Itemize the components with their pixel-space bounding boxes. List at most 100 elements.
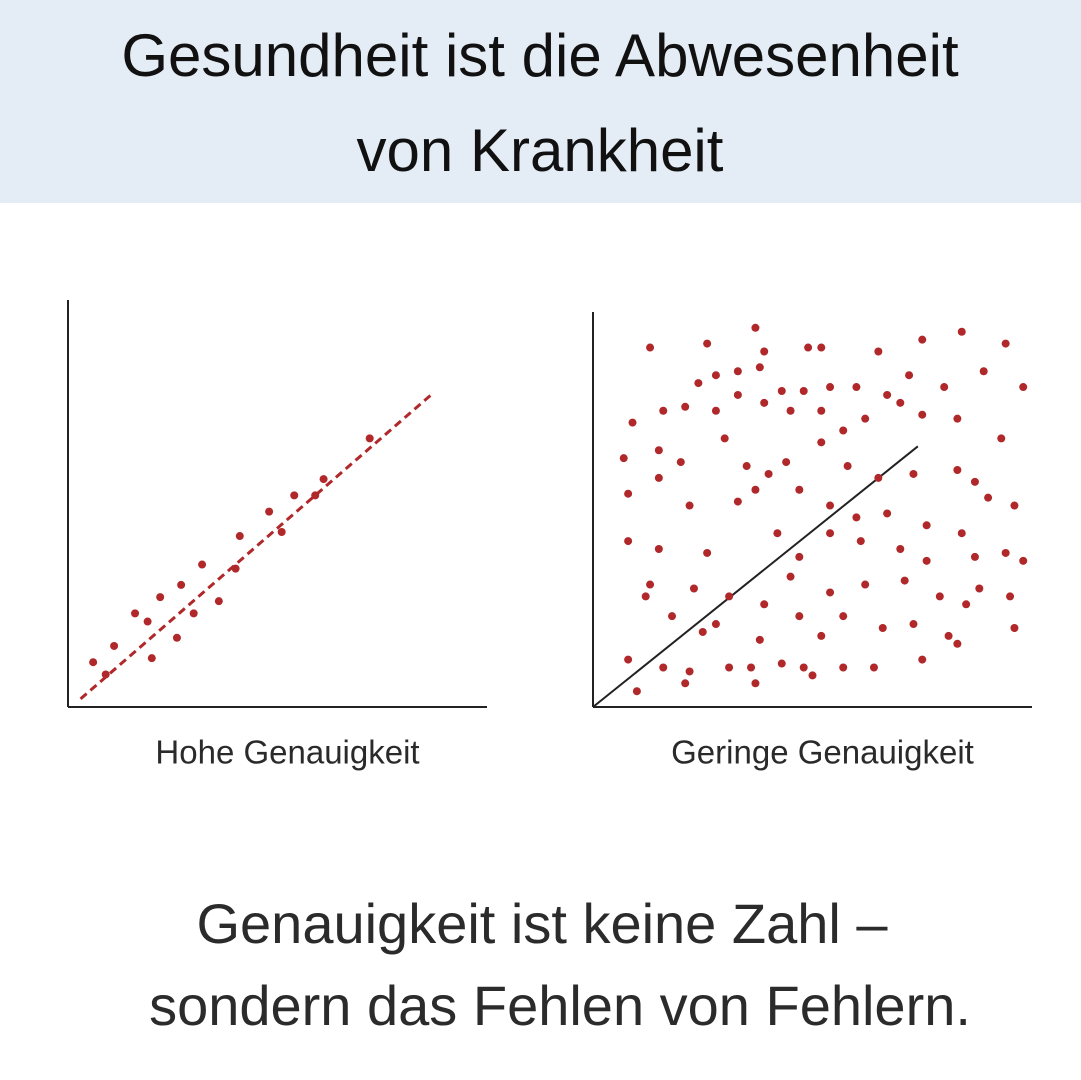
data-point	[786, 406, 795, 415]
data-point	[997, 434, 1006, 443]
data-point	[826, 501, 835, 510]
data-point	[839, 612, 848, 621]
data-point	[659, 663, 668, 672]
data-point	[777, 387, 786, 395]
data-point	[619, 454, 628, 463]
data-point	[628, 418, 637, 427]
data-point	[235, 532, 244, 541]
data-point	[799, 387, 808, 395]
data-point	[751, 679, 760, 688]
data-point	[861, 414, 870, 423]
data-point	[764, 469, 773, 478]
data-point	[632, 687, 641, 696]
data-point	[970, 552, 979, 561]
data-point	[883, 509, 892, 518]
data-point	[896, 398, 905, 407]
data-point	[795, 552, 804, 561]
data-point	[751, 485, 760, 494]
data-point	[861, 580, 870, 589]
data-point	[101, 670, 110, 679]
data-point	[198, 560, 207, 569]
data-point	[883, 390, 892, 399]
data-point	[624, 537, 633, 546]
data-point	[918, 655, 927, 664]
data-point	[953, 414, 962, 423]
data-point	[147, 654, 156, 663]
data-point	[720, 434, 729, 443]
data-point	[874, 473, 883, 482]
data-point	[795, 612, 804, 621]
data-point	[874, 347, 883, 356]
data-point	[979, 367, 988, 376]
data-point	[755, 363, 764, 372]
data-point	[694, 379, 703, 388]
data-point	[214, 597, 223, 606]
data-point	[711, 406, 720, 415]
data-point	[711, 620, 720, 629]
data-point	[777, 659, 786, 668]
header-band	[0, 0, 1081, 203]
data-point	[172, 633, 181, 642]
data-point	[1001, 339, 1010, 348]
data-point	[365, 434, 374, 443]
data-point	[177, 580, 186, 589]
data-point	[782, 458, 791, 467]
data-point	[918, 335, 927, 344]
data-point	[624, 489, 633, 498]
data-point	[725, 663, 734, 672]
data-point	[733, 390, 742, 399]
data-point	[817, 343, 826, 352]
data-point	[852, 513, 861, 522]
data-point	[751, 323, 760, 332]
data-point	[755, 635, 764, 644]
data-point	[852, 383, 861, 392]
data-point	[654, 473, 663, 482]
data-point	[760, 600, 769, 609]
data-point	[685, 501, 694, 510]
data-point	[905, 371, 914, 380]
data-point	[319, 475, 328, 484]
footer-line: sondern das Fehlen von Fehlern.	[149, 974, 971, 1037]
data-point	[131, 609, 140, 618]
data-point	[689, 584, 698, 593]
data-point	[89, 658, 98, 667]
data-point	[189, 609, 198, 618]
data-point	[856, 537, 865, 546]
data-point	[909, 620, 918, 629]
data-point	[231, 564, 240, 573]
data-point	[654, 446, 663, 455]
title-line: von Krankheit	[357, 117, 724, 184]
data-point	[311, 491, 320, 500]
trend-line	[79, 392, 434, 700]
title-line: Gesundheit ist die Abwesenheit	[121, 22, 959, 89]
data-point	[703, 548, 712, 557]
data-point	[654, 545, 663, 553]
data-point	[143, 617, 152, 626]
data-point	[922, 521, 931, 530]
data-point	[817, 406, 826, 415]
data-point	[843, 462, 852, 471]
data-point	[773, 529, 782, 538]
data-point	[641, 592, 650, 601]
data-point	[935, 592, 944, 601]
x-axis-label: Geringe Genauigkeit	[671, 734, 974, 771]
data-point	[733, 497, 742, 506]
data-point	[962, 600, 971, 609]
data-point	[984, 493, 993, 502]
data-point	[957, 327, 966, 336]
data-point	[156, 593, 165, 602]
data-point	[786, 572, 795, 581]
data-point	[817, 438, 826, 447]
data-point	[1006, 592, 1015, 601]
data-point	[1010, 501, 1019, 510]
data-point	[277, 527, 286, 536]
data-point	[839, 663, 848, 672]
data-point	[646, 343, 655, 352]
trend-line	[592, 445, 919, 708]
data-point	[760, 398, 769, 407]
data-point	[975, 584, 984, 593]
data-point	[290, 491, 299, 500]
data-point	[747, 663, 756, 672]
data-point	[817, 631, 826, 640]
